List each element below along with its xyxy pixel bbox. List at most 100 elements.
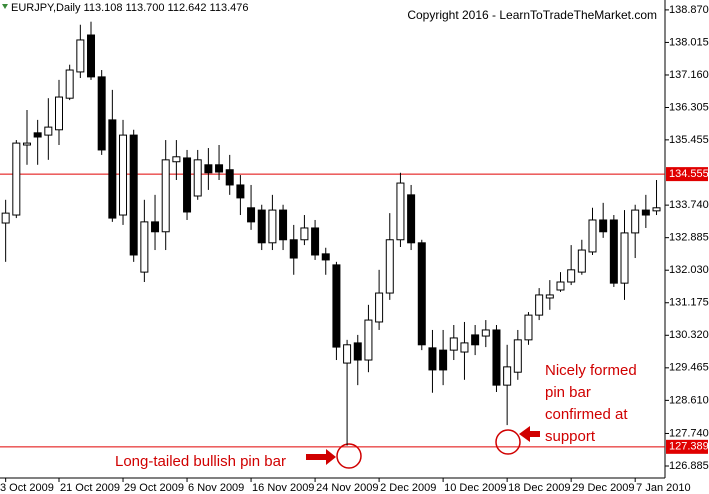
candle-body — [449, 337, 458, 351]
x-tick-label: 7 Jan 2010 — [636, 482, 690, 494]
candle-body — [343, 344, 352, 364]
candle-body — [1, 212, 10, 224]
candle-body — [129, 134, 138, 256]
candle-body — [279, 209, 288, 241]
x-tick-label: 29 Dec 2009 — [572, 482, 634, 494]
candle-body — [535, 294, 544, 316]
copyright: Copyright 2016 - LearnToTradeTheMarket.c… — [407, 8, 657, 22]
annotation: support — [545, 428, 596, 445]
candle-body — [577, 249, 586, 273]
y-tick-label: 137.160 — [669, 69, 709, 81]
candle-body — [76, 39, 85, 73]
candle-body — [364, 319, 373, 361]
level-label: 134.555 — [669, 168, 709, 180]
y-tick-label: 133.740 — [669, 199, 709, 211]
candle-body — [44, 126, 53, 136]
candle-body — [204, 164, 213, 174]
candle-body — [247, 207, 256, 223]
y-tick-label: 127.740 — [669, 427, 709, 439]
candle-body — [652, 207, 661, 212]
candle-body — [396, 182, 405, 241]
x-tick-label: 6 Nov 2009 — [188, 482, 244, 494]
candle-body — [428, 347, 437, 371]
candle-body — [33, 132, 42, 138]
candle-body — [172, 156, 181, 163]
y-tick-label: 130.320 — [669, 329, 709, 341]
candle-body — [620, 232, 629, 284]
y-tick-label: 131.175 — [669, 297, 709, 309]
annotation: confirmed at — [545, 406, 628, 423]
candle-body — [588, 219, 597, 253]
candle-body — [311, 227, 320, 256]
candle-body — [257, 209, 266, 244]
candle-body — [567, 269, 576, 283]
candle-body — [513, 339, 522, 373]
candle-body — [289, 239, 298, 259]
candle-body — [417, 242, 426, 346]
candle-body — [439, 349, 448, 371]
candle-body — [556, 281, 565, 291]
candle-body — [193, 159, 202, 197]
candle-body — [641, 209, 650, 216]
annotation: Nicely formed — [545, 362, 637, 379]
candle-body — [300, 227, 309, 241]
candle-body — [332, 264, 341, 348]
candle-body — [353, 342, 362, 361]
arrow — [519, 426, 540, 442]
candle-body — [87, 34, 96, 78]
candle-body — [215, 164, 224, 173]
candle-body — [460, 342, 469, 353]
candle-body — [599, 219, 608, 233]
candle-body — [481, 329, 490, 337]
x-tick-label: 3 Oct 2009 — [0, 482, 54, 494]
candle-body — [545, 294, 554, 299]
candle-body — [161, 159, 170, 233]
y-tick-label: 132.030 — [669, 264, 709, 276]
candle-body — [108, 119, 117, 219]
x-tick-label: 21 Oct 2009 — [60, 482, 120, 494]
header-icon — [2, 4, 8, 9]
candle-body — [236, 184, 245, 199]
candle-body — [524, 314, 533, 341]
level-label-box — [666, 167, 708, 182]
candle-body — [65, 69, 74, 99]
x-tick-label: 10 Dec 2009 — [444, 482, 506, 494]
candle-body — [407, 194, 416, 244]
candle-body — [385, 239, 394, 294]
y-tick-label: 128.610 — [669, 394, 709, 406]
annotation: pin bar — [545, 384, 591, 401]
y-tick-label: 136.305 — [669, 101, 709, 113]
header: EURJPY,Daily 113.108 113.700 112.642 113… — [11, 2, 249, 14]
candle-body — [225, 169, 234, 186]
annotation: Long-tailed bullish pin bar — [115, 453, 286, 470]
candle-body — [631, 209, 640, 234]
candle-body — [22, 142, 31, 146]
x-tick-label: 24 Nov 2009 — [316, 482, 378, 494]
highlight-circle — [495, 429, 521, 455]
y-tick-label: 126.885 — [669, 460, 709, 472]
y-tick-label: 135.455 — [669, 134, 709, 146]
candle-body — [609, 219, 618, 284]
y-tick-label: 138.870 — [669, 4, 709, 16]
arrow — [306, 449, 336, 465]
candle-body — [119, 134, 128, 216]
candle-body — [375, 292, 384, 323]
candle-body — [471, 334, 480, 346]
candle-body — [55, 96, 63, 131]
x-tick-label: 29 Oct 2009 — [124, 482, 184, 494]
y-tick-label: 132.885 — [669, 232, 709, 244]
level-label-box — [666, 439, 708, 454]
candle-body — [97, 76, 106, 151]
x-tick-label: 2 Dec 2009 — [380, 482, 436, 494]
candle-body — [321, 253, 330, 261]
x-tick-label: 16 Nov 2009 — [252, 482, 314, 494]
candle-body — [268, 209, 277, 244]
candle-body — [151, 221, 160, 233]
candle-body — [183, 157, 192, 213]
y-tick-label: 129.465 — [669, 362, 709, 374]
candle-body — [140, 221, 149, 273]
candle-body — [503, 366, 512, 386]
candle-body — [492, 329, 501, 386]
level-label: 127.389 — [669, 441, 709, 453]
